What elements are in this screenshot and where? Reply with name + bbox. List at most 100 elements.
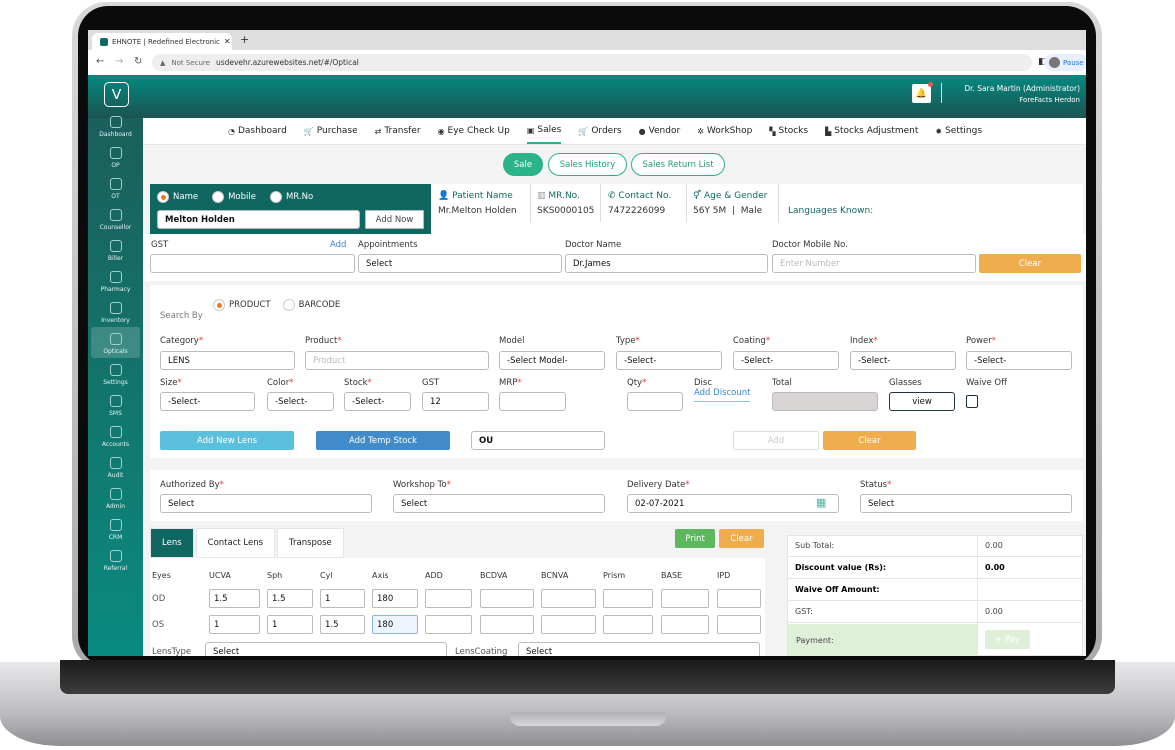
rx-os-prism-input[interactable] (603, 615, 653, 634)
bell-icon[interactable]: 🔔 (912, 84, 931, 103)
pay-button[interactable]: + Pay (985, 630, 1030, 649)
radio-mrno[interactable]: MR.No (269, 191, 313, 203)
sidebar-toggle-icon[interactable]: ◧ (1038, 57, 1047, 67)
authorized-by-select[interactable]: Select (160, 494, 372, 513)
nav-item-eye-check-up[interactable]: ◉ Eye Check Up (438, 118, 510, 144)
radio-button[interactable] (269, 191, 282, 203)
rx-od-bcdva-input[interactable] (480, 589, 534, 608)
sidebar-item-inventory[interactable]: Inventory (88, 296, 143, 327)
rx-od-ipd-input[interactable] (717, 589, 761, 608)
gst-input[interactable]: 12 (422, 392, 489, 411)
lens-coating-select[interactable]: Select (518, 642, 760, 656)
add-temp-stock-button[interactable]: Add Temp Stock (316, 431, 450, 450)
rx-os-bcnva-input[interactable] (541, 615, 596, 634)
sidebar-item-crm[interactable]: CRM (88, 513, 143, 544)
tab-sales-return-list[interactable]: Sales Return List (631, 153, 725, 176)
sidebar-item-settings[interactable]: Settings (88, 358, 143, 389)
new-tab-icon[interactable]: + (240, 33, 250, 46)
sidebar-item-opticals[interactable]: Opticals (91, 327, 140, 358)
rx-od-ucva-input[interactable]: 1.5 (209, 589, 260, 608)
radio-button[interactable] (212, 191, 225, 203)
radio-mobile[interactable]: Mobile (212, 191, 256, 203)
mrp-input[interactable] (499, 392, 566, 411)
radio-product[interactable]: PRODUCT (213, 299, 271, 311)
sidebar-item-op[interactable]: OP (88, 141, 143, 172)
radio-button[interactable] (282, 299, 295, 311)
appointments-select[interactable]: Select (358, 254, 562, 273)
back-icon[interactable]: ← (96, 56, 105, 67)
nav-item-stocks[interactable]: ▚ Stocks (769, 118, 808, 144)
rx-os-axis-input[interactable]: 180 (372, 615, 418, 634)
status-select[interactable]: Select (860, 494, 1072, 513)
rx-od-cyl-input[interactable]: 1 (320, 589, 365, 608)
gst-input[interactable] (150, 254, 355, 273)
nav-item-stocks-adjustment[interactable]: ▙ Stocks Adjustment (825, 118, 918, 144)
print-button[interactable]: Print (675, 529, 715, 548)
nav-item-sales[interactable]: ▣ Sales (526, 118, 562, 144)
radio-button[interactable] (213, 299, 225, 311)
rx-os-base-input[interactable] (661, 615, 709, 634)
reload-icon[interactable]: ↻ (134, 56, 143, 67)
model-select[interactable]: -Select Model- (499, 351, 605, 370)
tab-transpose[interactable]: Transpose (277, 528, 344, 558)
product-select[interactable]: Product (305, 351, 489, 370)
type-select[interactable]: -Select- (616, 351, 722, 370)
sidebar-item-dashboard[interactable]: Dashboard (88, 110, 143, 141)
rx-os-sph-input[interactable]: 1 (267, 615, 313, 634)
radio-button[interactable] (157, 191, 169, 203)
clear-lens-button[interactable]: Clear (719, 529, 764, 548)
tab-contact-lens[interactable]: Contact Lens (195, 528, 276, 558)
tab-lens[interactable]: Lens (150, 528, 194, 558)
doctor-name-input[interactable]: Dr.James (565, 254, 768, 273)
coating-select[interactable]: -Select- (733, 351, 839, 370)
nav-item-orders[interactable]: 🛒 Orders (578, 118, 621, 144)
forward-icon[interactable]: → (115, 56, 124, 67)
rx-od-bcnva-input[interactable] (541, 589, 596, 608)
rx-od-sph-input[interactable]: 1.5 (267, 589, 313, 608)
rx-od-base-input[interactable] (661, 589, 709, 608)
rx-od-axis-input[interactable]: 180 (372, 589, 418, 608)
view-glasses-button[interactable]: view (889, 392, 955, 411)
power-select[interactable]: -Select- (966, 351, 1072, 370)
nav-item-dashboard[interactable]: ◔ Dashboard (228, 118, 287, 144)
rx-os-add-input[interactable] (425, 615, 472, 634)
rx-os-ucva-input[interactable]: 1 (209, 615, 260, 634)
tab-sales-history[interactable]: Sales History (548, 153, 627, 176)
close-tab-icon[interactable]: ✕ (223, 37, 231, 46)
workshop-to-select[interactable]: Select (393, 494, 605, 513)
eye-select[interactable]: OU (471, 431, 605, 450)
rx-os-bcdva-input[interactable] (480, 615, 534, 634)
radio-barcode[interactable]: BARCODE (282, 299, 340, 311)
sidebar-item-ot[interactable]: OT (88, 172, 143, 203)
nav-item-transfer[interactable]: ⇄ Transfer (375, 118, 421, 144)
add-product-button[interactable]: Add (733, 431, 819, 450)
rx-od-add-input[interactable] (425, 589, 472, 608)
qty-input[interactable] (627, 392, 683, 411)
patient-search-input[interactable]: Melton Holden (157, 210, 360, 229)
nav-item-settings[interactable]: ✹ Settings (935, 118, 982, 144)
add-gst-link[interactable]: Add (330, 240, 347, 250)
category-select[interactable]: LENS (160, 351, 295, 370)
add-discount-link[interactable]: Add Discount (694, 388, 751, 402)
clear-billing-button[interactable]: Clear (979, 254, 1081, 273)
add-now-button[interactable]: Add Now (365, 210, 424, 229)
sidebar-item-biller[interactable]: Biller (88, 234, 143, 265)
clear-product-button[interactable]: Clear (823, 431, 916, 450)
nav-item-purchase[interactable]: 🛒 Purchase (304, 118, 358, 144)
sidebar-item-counsellor[interactable]: Counsellor (88, 203, 143, 234)
rx-os-ipd-input[interactable] (717, 615, 761, 634)
doctor-mobile-input[interactable]: Enter Number (772, 254, 976, 273)
rx-od-prism-input[interactable] (603, 589, 653, 608)
index-select[interactable]: -Select- (850, 351, 956, 370)
color-input[interactable]: -Select- (267, 392, 334, 411)
profile-button[interactable]: Pause (1044, 54, 1086, 71)
user-name[interactable]: Dr. Sara Martin (Administrator) (964, 84, 1080, 93)
sidebar-item-accounts[interactable]: Accounts (88, 420, 143, 451)
rx-os-cyl-input[interactable]: 1.5 (320, 615, 365, 634)
radio-name[interactable]: Name (157, 191, 198, 203)
delivery-date-input[interactable]: 02-07-2021 (627, 494, 839, 513)
url-field[interactable]: ▲ Not Secure usdevehr.azurewebsites.net/… (152, 54, 1032, 71)
sidebar-item-admin[interactable]: Admin (88, 482, 143, 513)
add-new-lens-button[interactable]: Add New Lens (160, 431, 294, 450)
nav-item-workshop[interactable]: ✲ WorkShop (697, 118, 752, 144)
